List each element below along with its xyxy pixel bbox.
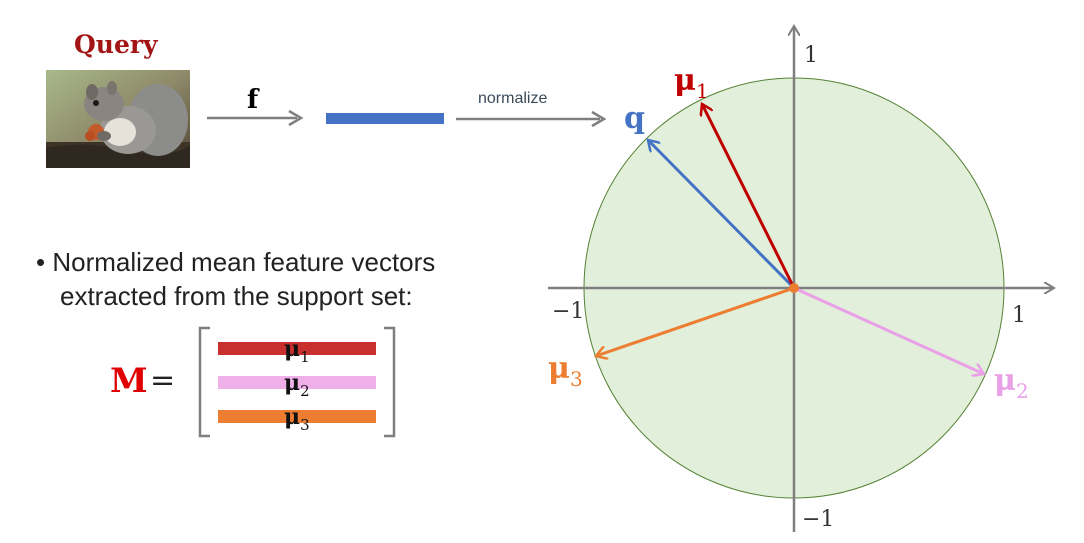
- query-feature-bar: [326, 113, 444, 124]
- y-tick-top: 1: [804, 43, 818, 68]
- bullet-line-1: Normalized mean feature vectors: [52, 247, 436, 277]
- normalize-arrow: [456, 110, 607, 128]
- matrix-M: M = μ1 μ2 μ3: [110, 326, 396, 438]
- support-set-description: • Normalized mean feature vectors extrac…: [36, 245, 516, 313]
- squirrel-photo: [46, 70, 190, 168]
- f-label: f: [247, 85, 260, 115]
- normalize-label: normalize: [478, 90, 548, 107]
- matrix-row-2-bar: [218, 376, 376, 389]
- vector-mu2: [793, 286, 984, 374]
- vector-mu2-label: μ2: [994, 363, 1029, 403]
- matrix-row-3-bar: [218, 410, 376, 423]
- unit-circle-diagram: 1 −1 −1 1 q μ1 μ2 μ3: [548, 20, 1070, 532]
- vector-mu3-label: μ3: [548, 351, 583, 391]
- vector-mu1: [702, 104, 796, 289]
- vector-q-label: q: [624, 101, 645, 136]
- bullet-line-2: extracted from the support set:: [60, 281, 413, 311]
- matrix-row-1-bar: [218, 342, 376, 355]
- vector-mu3: [596, 286, 795, 356]
- x-tick-right: 1: [1012, 303, 1026, 328]
- vector-mu1-label: μ1: [674, 63, 709, 103]
- y-tick-bottom: −1: [802, 507, 834, 532]
- matrix-row-3-label: μ3: [284, 404, 310, 434]
- feature-extractor-arrow: f: [207, 85, 304, 127]
- bullet-icon: •: [36, 247, 46, 277]
- matrix-name: M: [110, 361, 148, 401]
- origin-dot: [789, 283, 799, 293]
- x-tick-left: −1: [552, 299, 584, 324]
- query-title: Query: [74, 30, 158, 59]
- vector-q: [648, 140, 796, 290]
- right-bracket: [384, 326, 396, 438]
- matrix-equals: =: [150, 363, 175, 398]
- matrix-row-2-label: μ2: [284, 370, 310, 400]
- left-bracket: [198, 326, 210, 438]
- matrix-row-1-label: μ1: [284, 336, 310, 366]
